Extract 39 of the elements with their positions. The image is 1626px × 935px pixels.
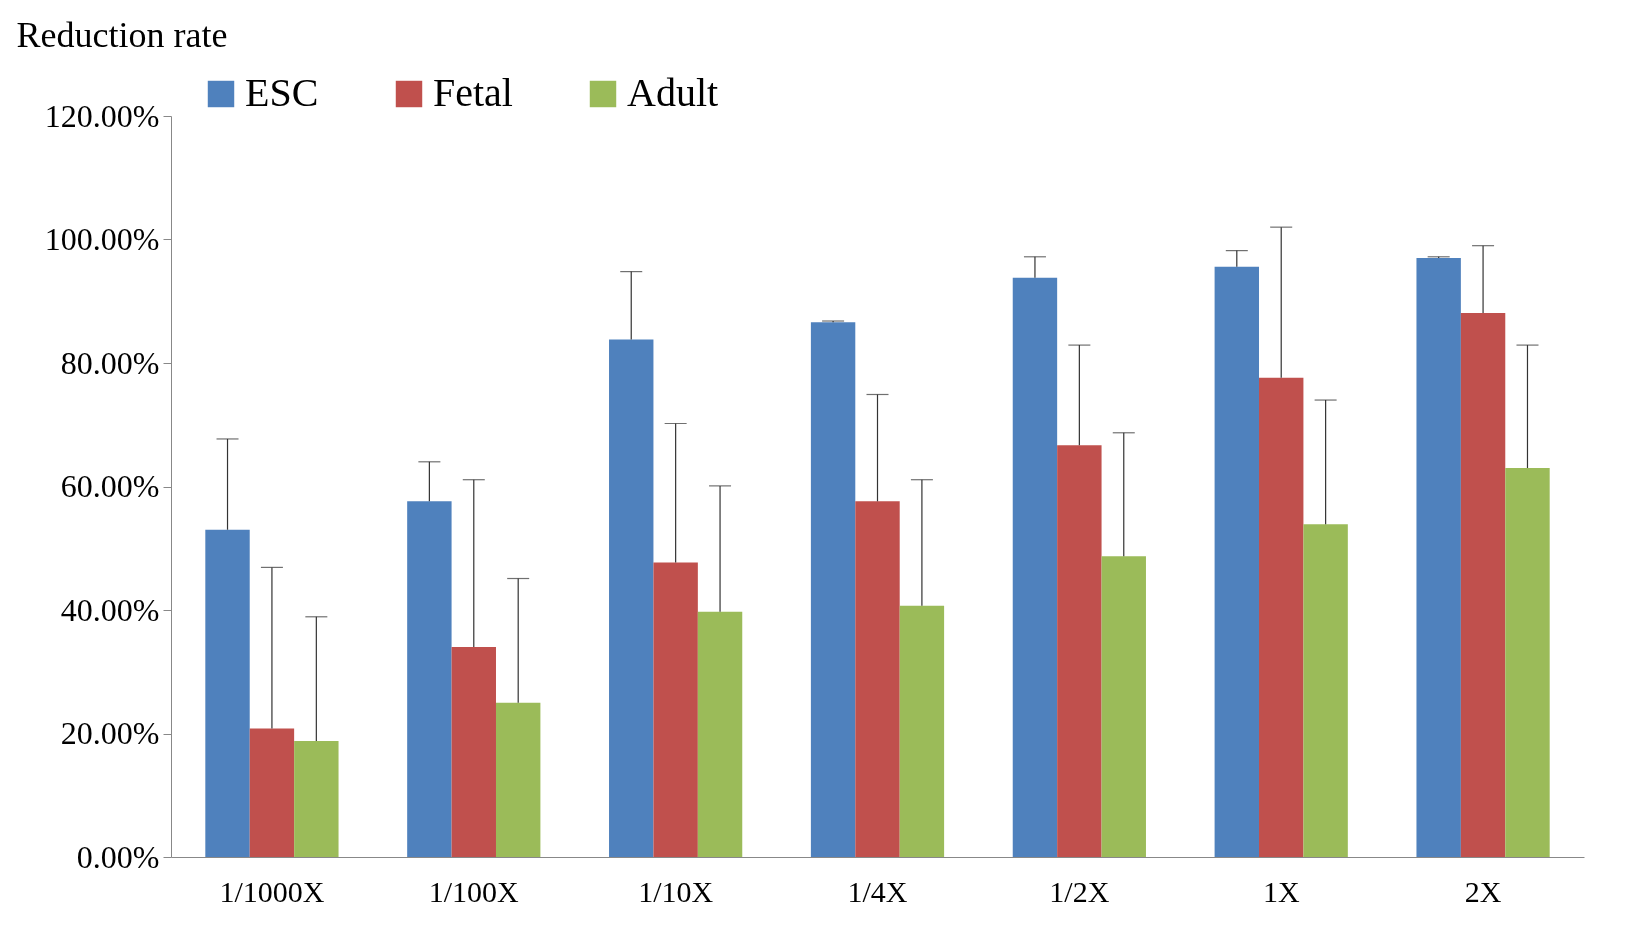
y-tick-label: 60.00% [60, 468, 160, 504]
x-tick-label: 1/100X [428, 874, 520, 908]
bar [810, 322, 856, 857]
bar [294, 740, 339, 857]
y-tick-label: 20.00% [60, 715, 160, 751]
y-tick-label: 80.00% [60, 344, 160, 381]
bar [855, 501, 900, 857]
legend-label: ESC [245, 70, 319, 115]
x-tick-label: 2X [1464, 874, 1502, 908]
bar [407, 501, 452, 857]
bar [1259, 377, 1304, 857]
x-tick-label: 1/1000X [219, 874, 325, 908]
bar [1057, 445, 1102, 857]
x-tick-label: 1/10X [638, 874, 714, 908]
x-tick-label: 1/2X [1049, 874, 1110, 908]
bar [1416, 258, 1461, 857]
legend-label: Fetal [433, 70, 513, 115]
bar [609, 339, 654, 857]
y-tick-label: 40.00% [60, 591, 160, 628]
x-tick-label: 1/4X [847, 874, 908, 908]
bar [653, 562, 698, 857]
x-tick-label: 1X [1262, 874, 1300, 908]
bar [451, 647, 496, 857]
bar [1214, 266, 1260, 857]
y-tick-label: 0.00% [76, 838, 160, 875]
bar [1101, 556, 1146, 857]
bar [1460, 312, 1506, 857]
bar [1012, 277, 1058, 857]
bar [1505, 467, 1550, 857]
y-axis-title: Reduction rate [16, 14, 228, 55]
bar [495, 702, 541, 857]
bar [899, 605, 945, 857]
bar [1303, 524, 1348, 857]
bar [205, 529, 250, 857]
y-tick-label: 100.00% [44, 221, 160, 257]
y-tick-label: 120.00% [44, 97, 160, 134]
legend-label: Adult [627, 70, 719, 115]
bar [249, 728, 295, 857]
bar [697, 611, 743, 857]
